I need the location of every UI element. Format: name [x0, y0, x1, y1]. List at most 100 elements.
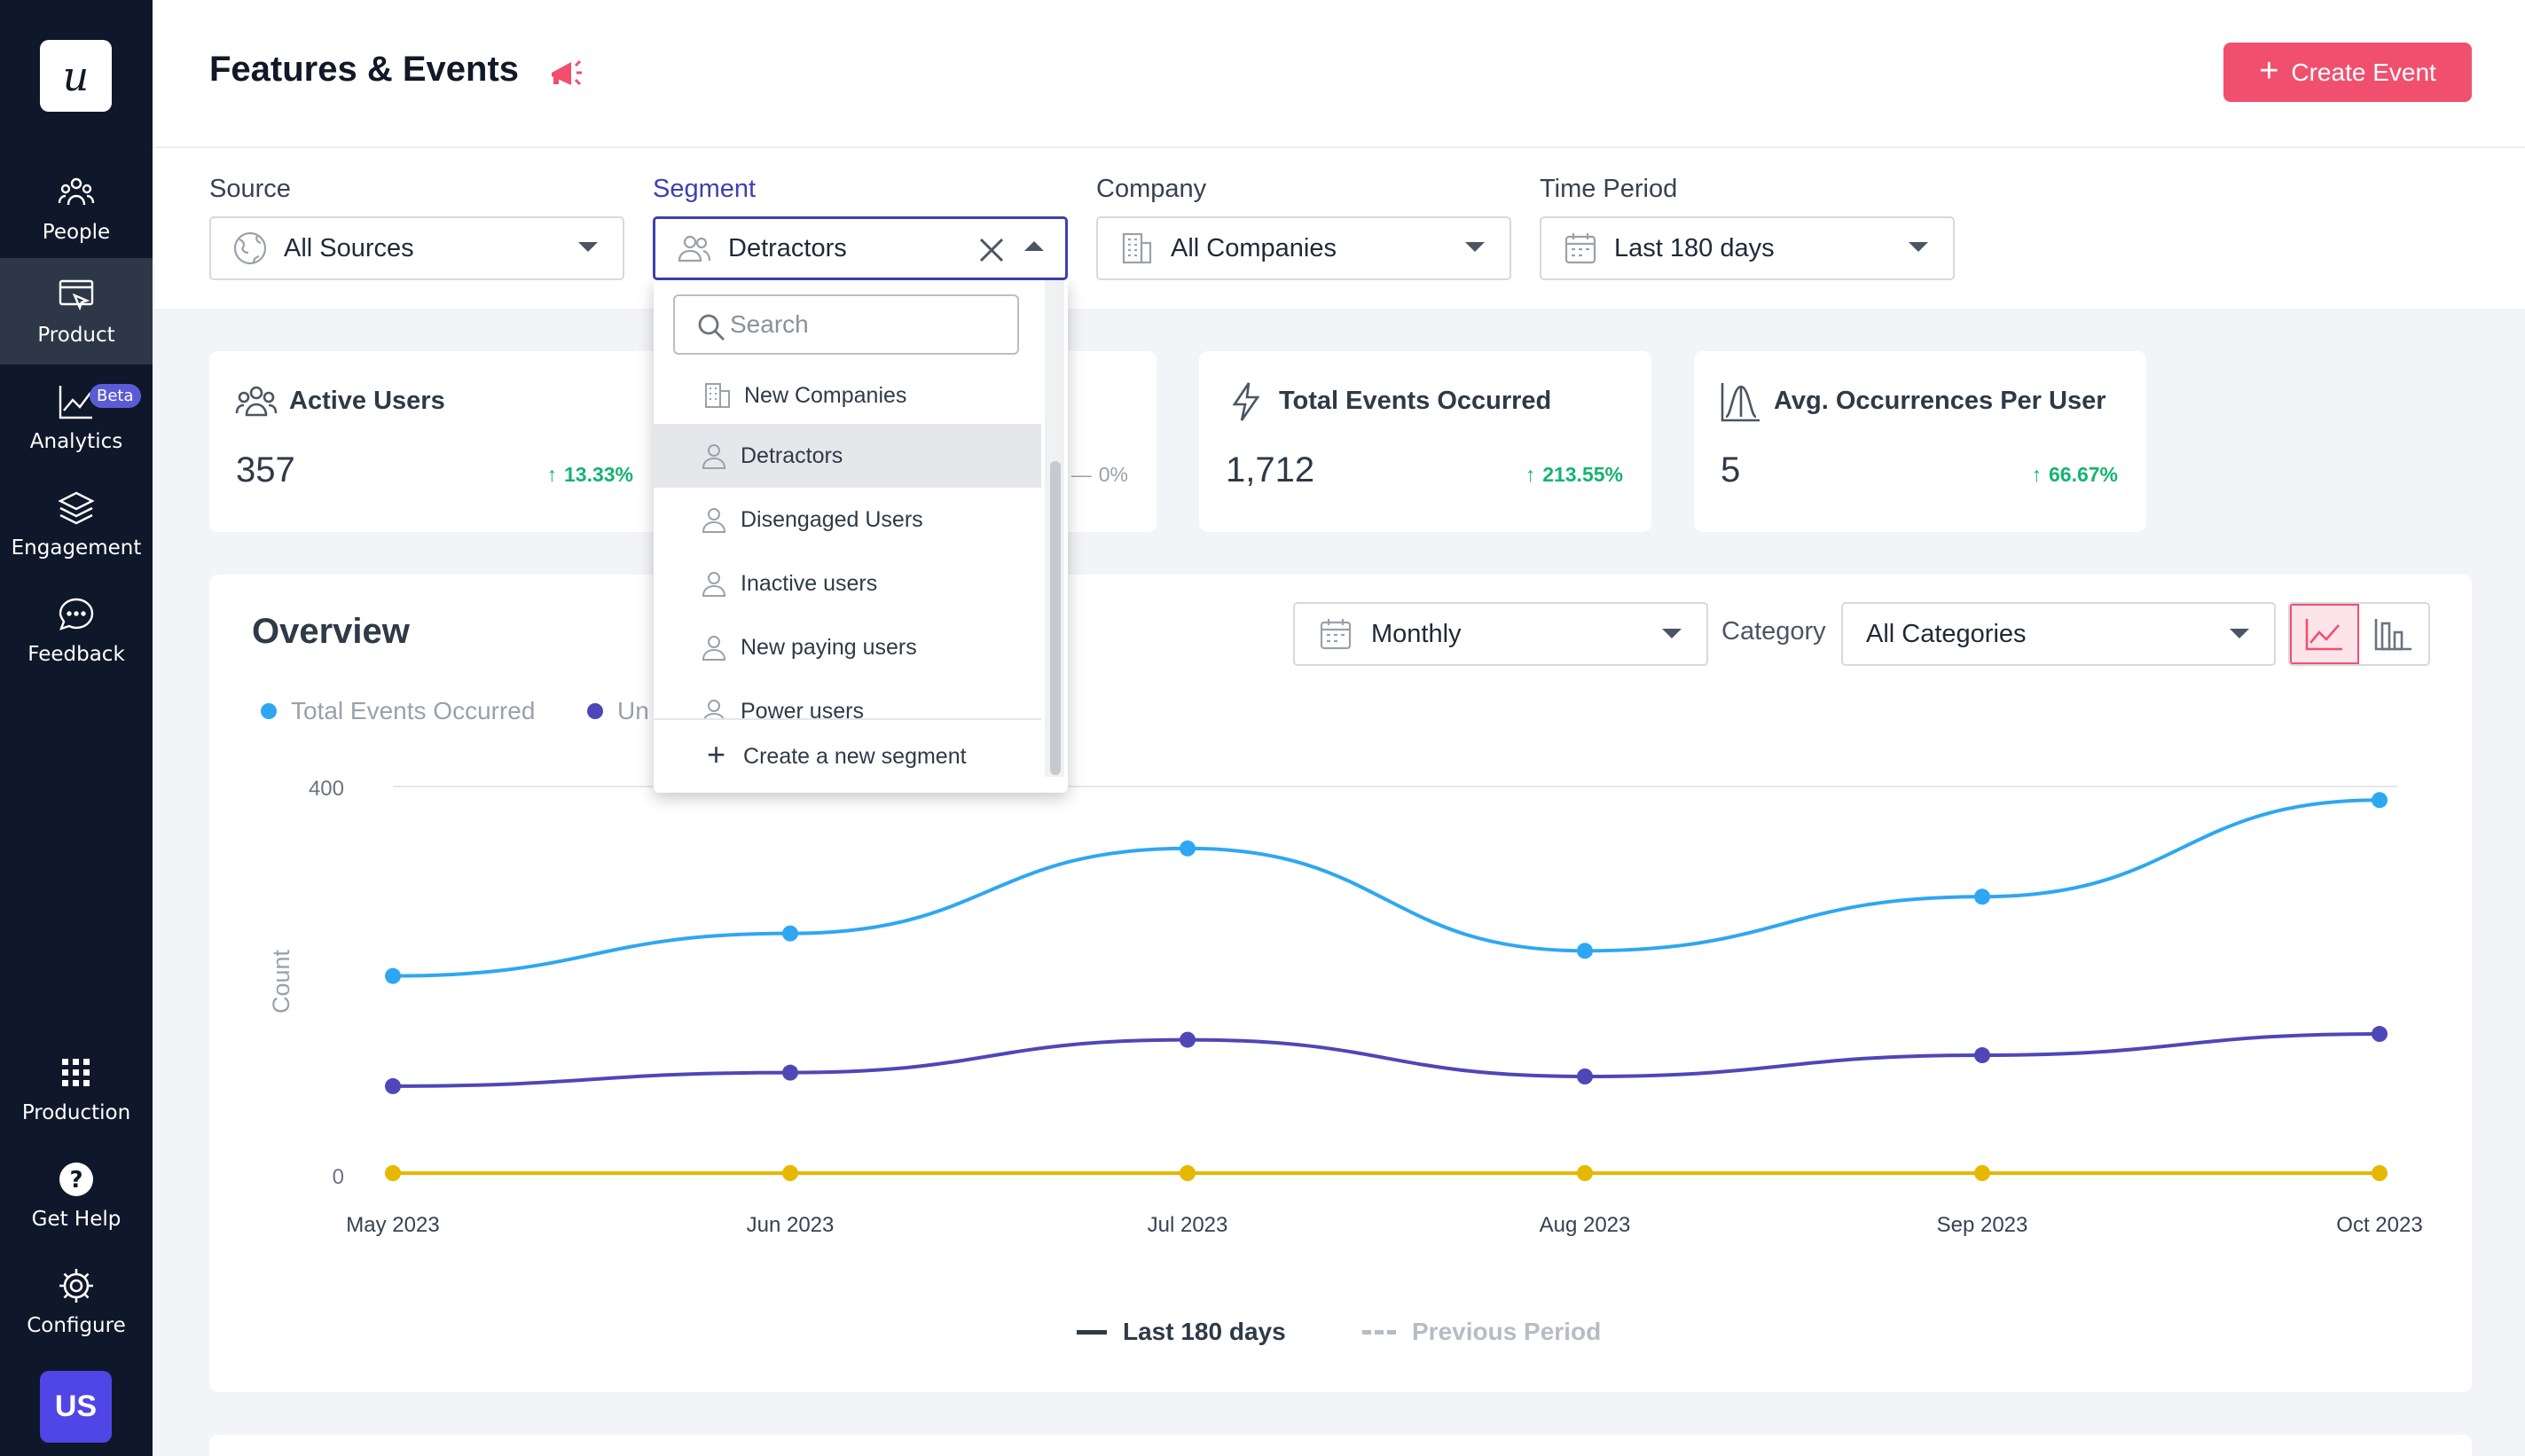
create-segment-button[interactable]: + Create a new segment: [654, 718, 1041, 793]
user-icon: [702, 508, 726, 533]
arrow-up-icon: ↑: [1525, 463, 1536, 486]
sidebar-item-people[interactable]: People: [0, 155, 153, 262]
x-tick-label: Jul 2023: [1148, 1213, 1228, 1237]
data-point: [1577, 1069, 1593, 1084]
sidebar-item-engagement[interactable]: Engagement: [0, 471, 153, 577]
period-legend-previous[interactable]: Previous Period: [1362, 1318, 1601, 1346]
data-point: [1974, 1165, 1990, 1181]
next-section-card: [209, 1435, 2472, 1456]
period-legend-current[interactable]: Last 180 days: [1077, 1318, 1286, 1346]
overview-line-chart: 400 0 Count May 2023 Jun 2023 Jul 2023 Aug 202…: [268, 777, 2423, 1237]
legend-item-total-events[interactable]: Total Events Occurred: [261, 697, 535, 725]
sidebar-item-feedback[interactable]: Feedback: [0, 577, 153, 684]
y-tick-label: 400: [309, 777, 344, 801]
sidebar-item-label: Production: [21, 1101, 131, 1124]
analytics-icon: [59, 386, 92, 419]
user-icon: [702, 636, 726, 661]
create-event-button[interactable]: + Create Event: [2223, 43, 2472, 102]
stat-delta-value: 13.33%: [563, 463, 633, 486]
category-select[interactable]: All Categories: [1841, 602, 2276, 666]
time-period-select[interactable]: Last 180 days: [1540, 216, 1955, 280]
dropdown-item-new-companies[interactable]: New Companies: [654, 364, 1041, 427]
user-icon: [702, 444, 726, 469]
chevron-down-icon: [1465, 242, 1485, 252]
user-avatar[interactable]: US: [40, 1371, 112, 1443]
sidebar-item-label: Engagement: [11, 536, 142, 560]
sidebar-item-label: People: [42, 221, 111, 244]
segment-dropdown-menu: Search New Companies Detractors Disengag…: [654, 280, 1068, 793]
dropdown-item-inactive-users[interactable]: Inactive users: [654, 552, 1041, 615]
source-select[interactable]: All Sources: [209, 216, 624, 280]
building-icon: [705, 383, 730, 408]
data-point: [1180, 1031, 1196, 1048]
calendar-icon: [1564, 233, 1596, 264]
clear-icon[interactable]: [976, 235, 1007, 265]
sidebar-item-production[interactable]: Production: [0, 1036, 153, 1142]
plus-icon: +: [707, 736, 726, 772]
dropdown-item-label: New Companies: [744, 382, 907, 408]
x-tick-label: Aug 2023: [1540, 1213, 1631, 1237]
calendar-icon: [1320, 619, 1352, 650]
stat-card-active-users: Active Users 357 ↑ 13.33%: [209, 351, 662, 532]
line-chart-icon: [2305, 619, 2343, 651]
dropdown-item-label: Disengaged Users: [741, 506, 923, 532]
x-tick-label: Jun 2023: [747, 1213, 835, 1237]
data-point: [1180, 1165, 1196, 1181]
stat-delta: ↑ 66.67%: [2031, 463, 2118, 487]
company-value: All Companies: [1171, 233, 1337, 262]
chart-view-toggle: [2288, 602, 2430, 666]
dropdown-scrollbar-thumb[interactable]: [1050, 461, 1061, 775]
time-period-value: Last 180 days: [1614, 233, 1775, 262]
data-point: [1577, 943, 1593, 959]
dashed-line-icon: [1362, 1329, 1396, 1335]
series-line-0: [392, 798, 2380, 978]
stat-value: 357: [236, 450, 295, 489]
legend-label: Total Events Occurred: [291, 697, 536, 724]
sidebar-item-product[interactable]: Product: [0, 258, 153, 364]
stat-delta: — 0%: [1071, 463, 1128, 487]
line-chart-toggle[interactable]: [2290, 604, 2360, 664]
sidebar-item-label: Get Help: [31, 1208, 122, 1231]
megaphone-icon: [552, 59, 582, 86]
source-value: All Sources: [284, 233, 414, 262]
data-point: [1974, 888, 1990, 905]
data-point: [385, 967, 401, 984]
dropdown-item-label: Inactive users: [741, 570, 878, 596]
company-select[interactable]: All Companies: [1096, 216, 1511, 280]
sidebar-item-get-help[interactable]: ? Get Help: [0, 1142, 153, 1249]
arrow-up-icon: ↑: [2031, 463, 2042, 486]
legend-label: Un: [617, 697, 649, 724]
x-tick-label: Sep 2023: [1937, 1213, 2028, 1237]
overview-card: Overview Total Events Occurred Un Monthl…: [209, 575, 2472, 1392]
stat-delta-value: 213.55%: [1542, 463, 1623, 486]
category-label: Category: [1721, 617, 1826, 646]
beta-badge: Beta: [90, 384, 141, 408]
source-label: Source: [209, 175, 291, 203]
sidebar-item-analytics[interactable]: Beta Analytics: [0, 364, 153, 471]
legend-item-unique[interactable]: Un: [587, 697, 649, 725]
legend-dot: [587, 703, 603, 719]
stat-title: Active Users: [289, 387, 445, 415]
interval-value: Monthly: [1371, 619, 1462, 648]
stat-card-total-events: Total Events Occurred 1,712 ↑ 213.55%: [1199, 351, 1651, 532]
chevron-down-icon: [1662, 629, 1682, 638]
chevron-down-icon: [578, 242, 598, 252]
stat-title: Avg. Occurrences Per User: [1774, 387, 2106, 415]
app-logo[interactable]: u: [40, 40, 112, 112]
dropdown-item-label: Detractors: [741, 442, 843, 468]
series-line-1: [392, 1032, 2380, 1088]
search-placeholder: Search: [730, 310, 809, 338]
interval-select[interactable]: Monthly: [1293, 602, 1708, 666]
segment-select[interactable]: Detractors: [653, 216, 1068, 280]
x-tick-label: Oct 2023: [2336, 1213, 2422, 1237]
sidebar-item-configure[interactable]: Configure: [0, 1249, 153, 1355]
stat-delta: ↑ 13.33%: [546, 463, 633, 487]
dropdown-item-new-paying-users[interactable]: New paying users: [654, 615, 1041, 679]
chevron-down-icon: [1909, 242, 1928, 252]
dropdown-item-detractors[interactable]: Detractors: [654, 424, 1041, 488]
stat-value: 5: [1721, 450, 1741, 489]
sidebar-item-label: Product: [37, 324, 115, 347]
segment-search-input[interactable]: Search: [673, 294, 1019, 355]
dropdown-item-disengaged-users[interactable]: Disengaged Users: [654, 488, 1041, 552]
bar-chart-toggle[interactable]: [2359, 604, 2428, 664]
